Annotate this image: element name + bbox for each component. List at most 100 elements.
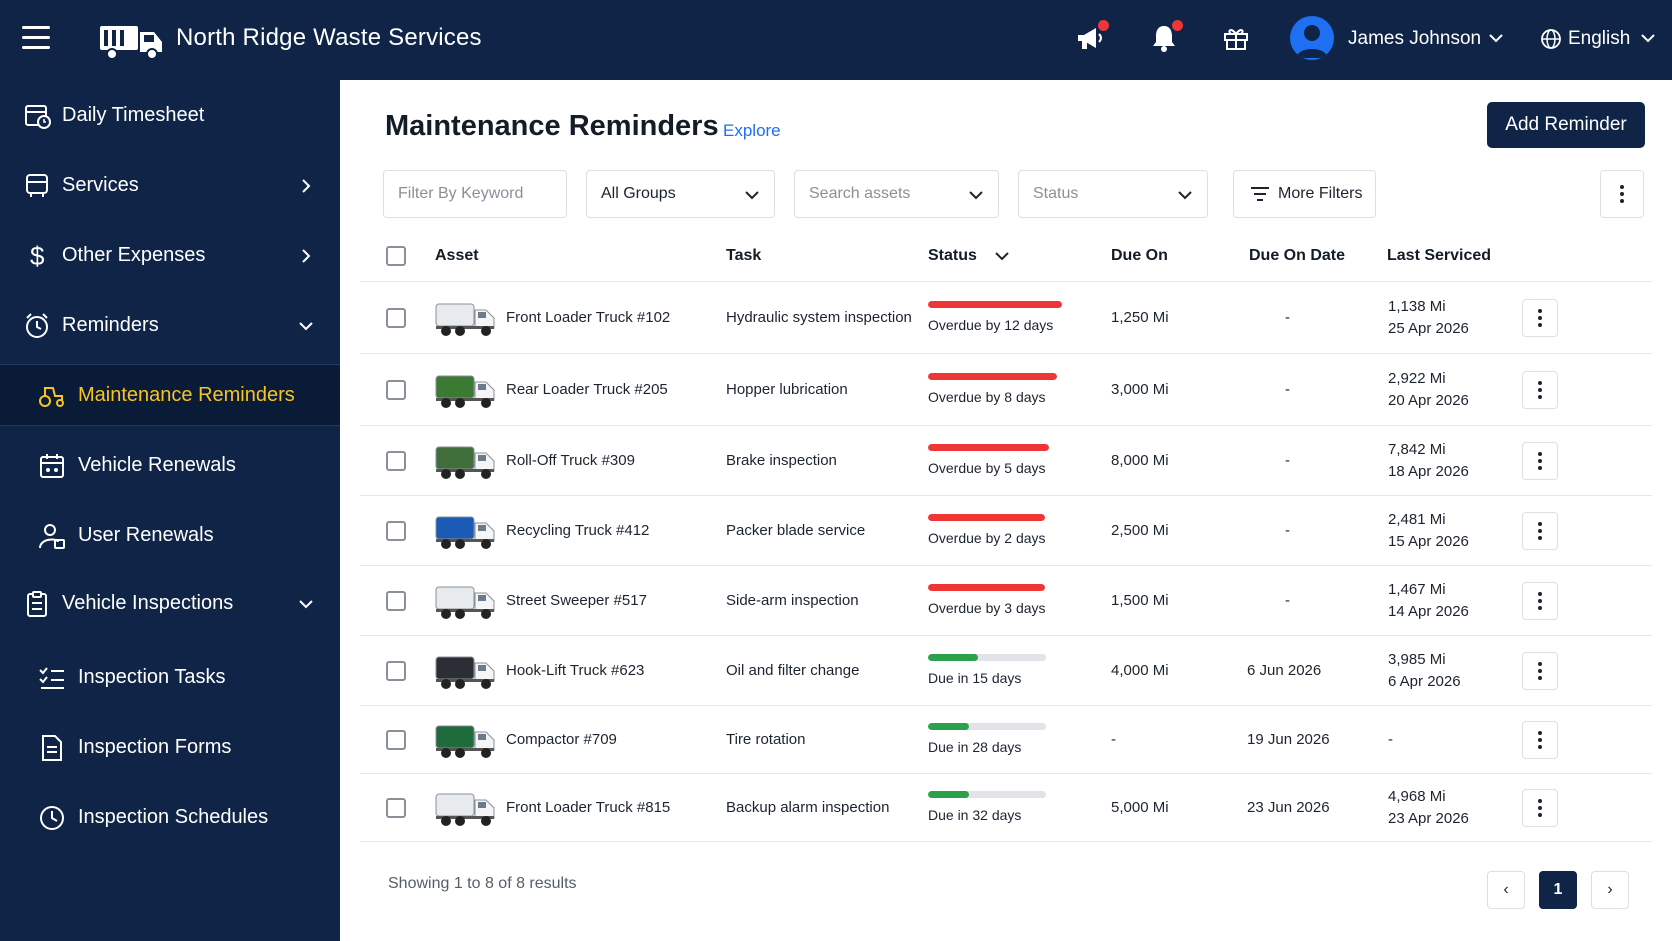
asset-name[interactable]: Street Sweeper #517: [506, 592, 647, 609]
sidebar-item-label: Reminders: [62, 314, 159, 336]
sidebar-item-other-expenses[interactable]: $ Other Expenses: [0, 226, 340, 286]
task-name: Hopper lubrication: [726, 381, 848, 398]
bell-icon[interactable]: [1146, 20, 1183, 56]
status-text: Due in 32 days: [928, 807, 1022, 823]
truck-icon: [435, 375, 495, 408]
status-text: Due in 28 days: [928, 739, 1022, 755]
chevron-down-icon: [995, 252, 1009, 261]
row-checkbox[interactable]: [386, 308, 406, 328]
asset-name[interactable]: Recycling Truck #412: [506, 522, 650, 539]
sidebar-item-maintenance-reminders[interactable]: Maintenance Reminders: [0, 364, 340, 426]
announcement-megaphone-icon[interactable]: [1072, 20, 1109, 56]
row-actions-icon[interactable]: [1522, 299, 1558, 337]
more-filters-button[interactable]: More Filters: [1233, 170, 1376, 218]
app-title: North Ridge Waste Services: [176, 24, 482, 51]
sidebar-item-label: Vehicle Renewals: [78, 454, 236, 476]
table-row[interactable]: Front Loader Truck #102 Hydraulic system …: [360, 282, 1652, 354]
notification-dot: [1172, 20, 1183, 31]
user-menu[interactable]: James Johnson: [1348, 28, 1503, 50]
sidebar-item-vehicle-inspections[interactable]: Vehicle Inspections: [0, 574, 340, 634]
avatar[interactable]: [1290, 16, 1334, 60]
asset-name[interactable]: Roll-Off Truck #309: [506, 452, 635, 469]
table-row[interactable]: Rear Loader Truck #205 Hopper lubrication…: [360, 354, 1652, 426]
row-actions-icon[interactable]: [1522, 652, 1558, 690]
row-checkbox[interactable]: [386, 661, 406, 681]
sidebar-item-user-renewals[interactable]: User Renewals: [0, 506, 340, 566]
asset-name[interactable]: Rear Loader Truck #205: [506, 381, 668, 398]
last-serviced-date: 14 Apr 2026: [1388, 603, 1469, 620]
groups-select[interactable]: All Groups: [586, 170, 775, 218]
table-row[interactable]: Roll-Off Truck #309 Brake inspection Overd…: [360, 426, 1652, 496]
last-serviced-mileage: 2,922 Mi: [1388, 370, 1446, 387]
sidebar-item-daily-timesheet[interactable]: Daily Timesheet: [0, 86, 340, 146]
due-on-date-value: -: [1285, 592, 1290, 609]
explore-link[interactable]: Explore: [723, 121, 781, 140]
chevron-down-icon: [299, 322, 313, 331]
asset-name[interactable]: Compactor #709: [506, 731, 617, 748]
asset-name[interactable]: Front Loader Truck #815: [506, 799, 671, 816]
status-text: Overdue by 12 days: [928, 317, 1054, 333]
row-actions-icon[interactable]: [1522, 789, 1558, 827]
prev-page-button[interactable]: ‹: [1487, 871, 1525, 909]
sidebar-item-vehicle-renewals[interactable]: Vehicle Renewals: [0, 436, 340, 496]
status-text: Overdue by 2 days: [928, 530, 1046, 546]
chevron-down-icon: [299, 600, 313, 609]
asset-name[interactable]: Hook-Lift Truck #623: [506, 662, 645, 679]
add-reminder-button[interactable]: Add Reminder: [1487, 102, 1645, 148]
row-actions-icon[interactable]: [1522, 582, 1558, 620]
next-page-button[interactable]: ›: [1591, 871, 1629, 909]
language-label: English: [1568, 28, 1631, 49]
sidebar-item-reminders[interactable]: Reminders: [0, 296, 340, 356]
services-icon: [26, 174, 48, 197]
alarm-clock-icon: [26, 313, 48, 338]
sidebar-item-inspection-tasks[interactable]: Inspection Tasks: [0, 648, 340, 708]
sidebar-item-inspection-schedules[interactable]: Inspection Schedules: [0, 788, 340, 848]
table-row[interactable]: Recycling Truck #412 Packer blade service…: [360, 496, 1652, 566]
top-bar: North Ridge Waste Services James Johnson…: [0, 0, 1672, 80]
truck-icon: [435, 586, 495, 619]
due-on-value: 2,500 Mi: [1111, 522, 1169, 539]
hamburger-menu-icon[interactable]: [22, 26, 50, 50]
sidebar-item-services[interactable]: Services: [0, 156, 340, 216]
due-on-value: 8,000 Mi: [1111, 452, 1169, 469]
due-on-date-value: 19 Jun 2026: [1247, 731, 1330, 748]
status-select[interactable]: Status: [1018, 170, 1208, 218]
row-checkbox[interactable]: [386, 591, 406, 611]
sidebar-item-label: Inspection Tasks: [78, 666, 226, 688]
search-assets-select[interactable]: Search assets: [794, 170, 999, 218]
select-all-checkbox[interactable]: [386, 246, 406, 266]
row-actions-icon[interactable]: [1522, 371, 1558, 409]
due-on-date-value: -: [1285, 522, 1290, 539]
last-serviced-date: 20 Apr 2026: [1388, 392, 1469, 409]
row-checkbox[interactable]: [386, 521, 406, 541]
row-actions-icon[interactable]: [1522, 512, 1558, 550]
row-checkbox[interactable]: [386, 451, 406, 471]
asset-name[interactable]: Front Loader Truck #102: [506, 309, 671, 326]
search-assets-placeholder: Search assets: [809, 185, 911, 202]
row-checkbox[interactable]: [386, 380, 406, 400]
row-actions-icon[interactable]: [1522, 442, 1558, 480]
last-serviced-mileage: 1,138 Mi: [1388, 298, 1446, 315]
table-row[interactable]: Street Sweeper #517 Side-arm inspection Ov…: [360, 566, 1652, 636]
last-serviced-date: 18 Apr 2026: [1388, 463, 1469, 480]
status-progress-bar: [928, 654, 1046, 661]
row-actions-icon[interactable]: [1522, 721, 1558, 759]
row-checkbox[interactable]: [386, 798, 406, 818]
status-text: Overdue by 5 days: [928, 460, 1046, 476]
language-selector[interactable]: English: [1568, 28, 1655, 50]
task-name: Hydraulic system inspection: [726, 309, 912, 326]
last-serviced-mileage: 3,985 Mi: [1388, 651, 1446, 668]
more-options-icon[interactable]: [1600, 170, 1644, 218]
sidebar-item-inspection-forms[interactable]: Inspection Forms: [0, 718, 340, 778]
row-checkbox[interactable]: [386, 730, 406, 750]
due-on-value: 3,000 Mi: [1111, 381, 1169, 398]
table-row[interactable]: Front Loader Truck #815 Backup alarm insp…: [360, 774, 1652, 842]
keyword-filter-input[interactable]: Filter By Keyword: [383, 170, 567, 218]
page-1-button[interactable]: 1: [1539, 871, 1577, 909]
table-row[interactable]: Compactor #709 Tire rotation Due in 28 day…: [360, 706, 1652, 774]
header-status[interactable]: Status: [928, 247, 1009, 265]
sidebar-item-label: Inspection Schedules: [78, 806, 269, 828]
table-row[interactable]: Hook-Lift Truck #623 Oil and filter chang…: [360, 636, 1652, 706]
task-name: Brake inspection: [726, 452, 837, 469]
gift-icon[interactable]: [1218, 20, 1254, 56]
